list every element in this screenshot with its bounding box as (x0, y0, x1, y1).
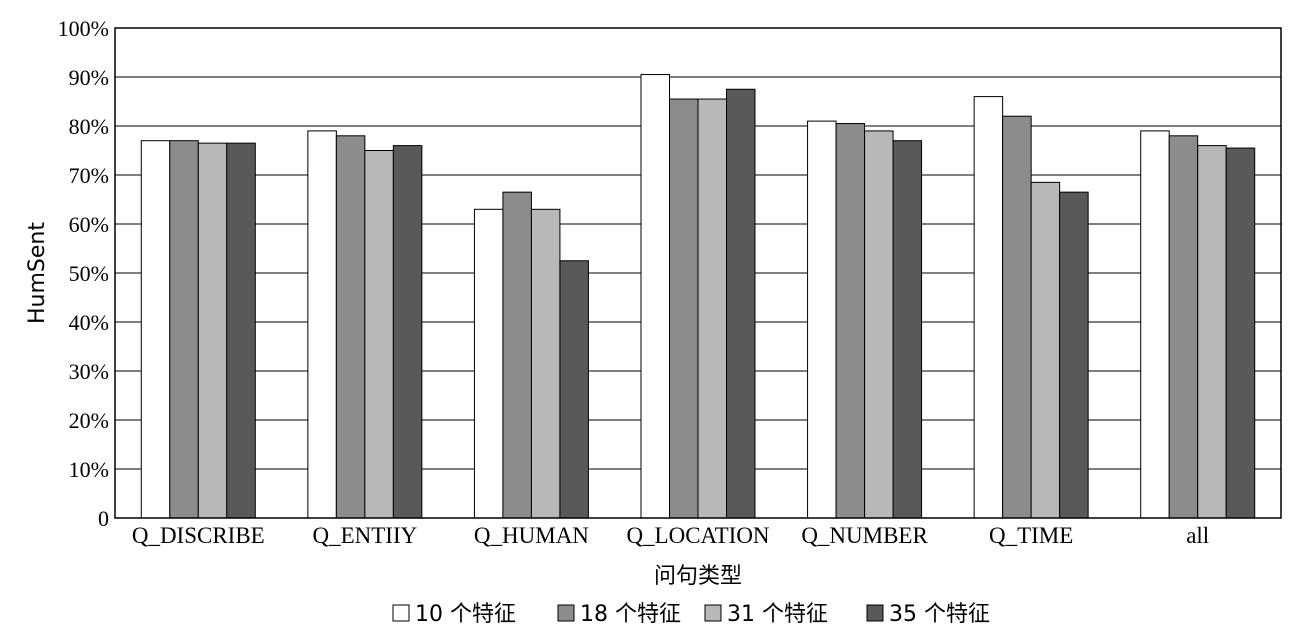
bars (140, 74, 1256, 519)
bar-q-time-series-4 (1059, 191, 1089, 519)
x-tick-label: all (1186, 523, 1209, 548)
bar-all-series-4 (1225, 147, 1256, 519)
bar-q-human-series-2 (502, 191, 532, 519)
bar-q-entiiy-series-2 (335, 135, 366, 519)
bar-q-human-series-3 (530, 208, 561, 519)
bar-q-discribe-series-1 (140, 140, 171, 519)
legend-swatch (704, 604, 722, 622)
bar-q-time-series-1 (973, 96, 1004, 519)
bar-q-location-series-3 (697, 98, 727, 519)
y-tick-label: 100% (58, 16, 109, 41)
y-tick-label: 90% (69, 65, 109, 90)
y-tick-labels: 0 10% 20% 30% 40% 50% 60% 70% 80% 90% 100% (58, 16, 109, 531)
bar-all-series-1 (1140, 130, 1170, 519)
legend-label: 10 个特征 (415, 602, 516, 627)
bar-q-number-series-3 (864, 130, 894, 519)
legend: 10 个特征 18 个特征 31 个特征 35 个特征 (392, 602, 990, 627)
bar-all-series-2 (1168, 135, 1199, 519)
y-tick-label: 60% (69, 212, 109, 237)
legend-swatch (392, 604, 410, 622)
x-tick-label: Q_LOCATION (626, 523, 769, 548)
legend-swatch (866, 604, 884, 622)
y-tick-label: 20% (69, 408, 109, 433)
bar-q-discribe-series-3 (197, 142, 228, 519)
x-tick-label: Q_ENTIIY (312, 523, 417, 548)
bar-q-discribe-series-2 (169, 140, 199, 519)
bar-q-time-series-3 (1030, 181, 1061, 519)
bar-q-entiiy-series-4 (392, 145, 423, 519)
x-tick-label: Q_DISCRIBE (132, 523, 265, 548)
x-tick-label: Q_NUMBER (801, 523, 928, 548)
y-tick-label: 0 (98, 506, 109, 531)
y-tick-label: 10% (69, 457, 109, 482)
bar-q-human-series-4 (559, 260, 589, 519)
legend-label: 31 个特征 (727, 602, 828, 627)
bar-q-number-series-2 (835, 123, 866, 519)
bar-q-entiiy-series-1 (307, 130, 337, 519)
y-tick-label: 40% (69, 310, 109, 335)
bar-q-time-series-2 (1002, 115, 1032, 519)
y-tick-label: 70% (69, 163, 109, 188)
legend-label: 18 个特征 (580, 602, 681, 627)
bar-q-location-series-4 (726, 88, 756, 519)
bar-q-location-series-1 (640, 74, 670, 519)
bar-q-discribe-series-4 (226, 142, 256, 519)
legend-swatch (557, 604, 575, 622)
bar-all-series-3 (1197, 145, 1227, 519)
x-tick-labels: Q_DISCRIBE Q_ENTIIY Q_HUMAN Q_LOCATION Q_NUM… (132, 523, 1209, 548)
x-tick-label: Q_HUMAN (474, 523, 589, 548)
bar-q-human-series-1 (473, 208, 504, 519)
y-tick-label: 80% (69, 114, 109, 139)
plot-frame (114, 27, 1282, 519)
y-axis-title: HumSent (25, 222, 50, 324)
bar-q-location-series-2 (669, 98, 699, 519)
x-tick-label: Q_TIME (989, 523, 1073, 548)
legend-label: 35 个特征 (889, 602, 990, 627)
y-tick-label: 30% (69, 359, 109, 384)
bar-q-number-series-4 (892, 140, 923, 519)
bar-q-number-series-1 (807, 120, 837, 519)
bar-q-entiiy-series-3 (364, 150, 394, 519)
y-tick-label: 50% (69, 261, 109, 286)
x-axis-title: 问句类型 (654, 564, 742, 589)
